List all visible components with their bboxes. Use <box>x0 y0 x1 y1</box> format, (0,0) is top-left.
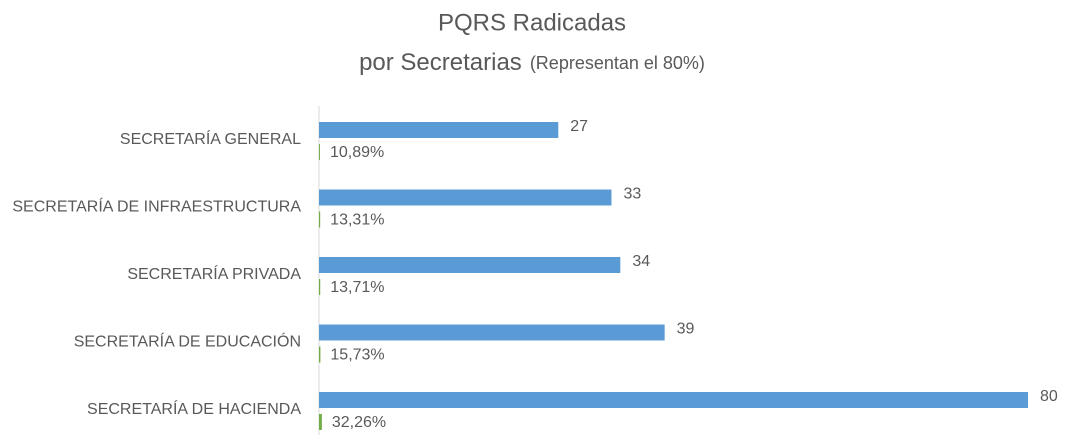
category-label: SECRETARÍA PRIVADA <box>127 264 301 283</box>
value-label: 13,71% <box>330 279 384 296</box>
bar <box>319 122 559 138</box>
category-label: SECRETARÍA DE INFRAESTRUCTURA <box>12 197 301 216</box>
value-label: 27 <box>570 118 588 135</box>
subtitle: por Secretarias <box>359 49 522 76</box>
chart-subtitle: por Secretarias (Representan el 80%) <box>359 49 705 76</box>
bar <box>319 211 321 228</box>
value-label: 34 <box>632 253 650 270</box>
bar <box>319 346 321 363</box>
value-label: 39 <box>677 321 695 338</box>
bar <box>319 279 321 295</box>
bar <box>319 257 621 273</box>
value-label: 32,26% <box>332 414 386 431</box>
value-label: 80 <box>1040 388 1058 405</box>
bar <box>319 414 322 430</box>
bar <box>319 392 1028 408</box>
value-label: 33 <box>623 186 641 203</box>
category-label: SECRETARÍA DE EDUCACIÓN <box>74 332 301 351</box>
subtitle-note: (Representan el 80%) <box>530 53 705 73</box>
bar <box>319 144 320 160</box>
category-label: SECRETARÍA GENERAL <box>120 129 301 148</box>
category-label: SECRETARÍA DE HACIENDA <box>87 399 301 418</box>
bar <box>319 189 612 206</box>
value-label: 13,31% <box>330 212 384 229</box>
value-label: 10,89% <box>330 144 384 161</box>
value-label: 15,73% <box>330 347 384 364</box>
bar <box>319 324 665 341</box>
chart-title: PQRS Radicadas <box>438 9 626 36</box>
